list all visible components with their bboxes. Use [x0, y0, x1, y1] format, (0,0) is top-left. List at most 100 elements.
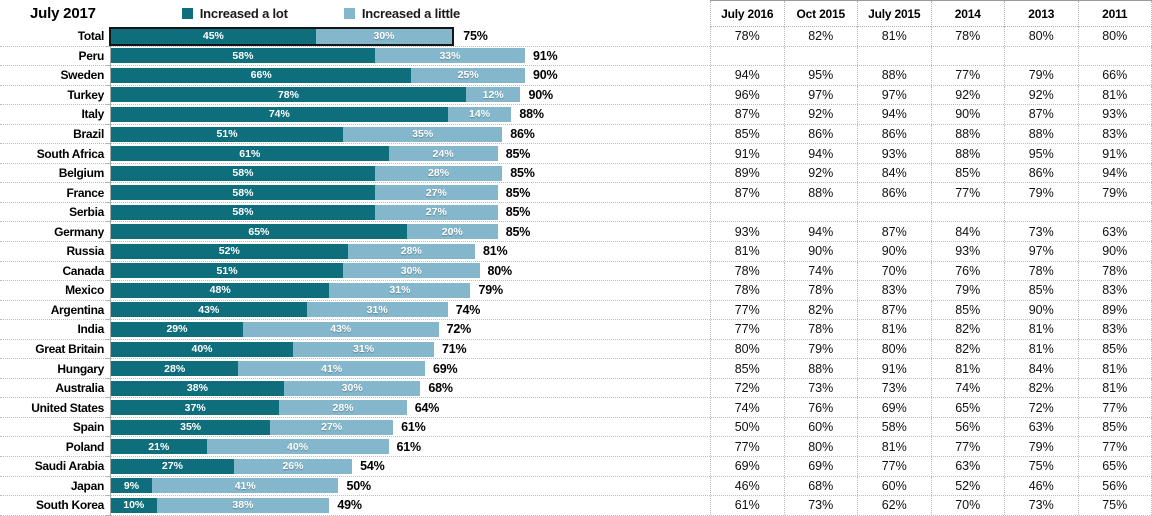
segment-value-label: 24: [433, 148, 454, 160]
bar-segment-increased-a-little: 40: [206, 439, 389, 455]
history-cell: 73%: [783, 378, 858, 398]
bar-total-label: 91%: [533, 48, 558, 63]
stacked-bar: 35 27: [111, 419, 394, 435]
bar-area: 27 26 54%: [106, 457, 710, 477]
legend-label: Increased a little: [361, 6, 461, 21]
history-cell: 94%: [857, 105, 931, 124]
bar-total-label: 75%: [463, 29, 488, 44]
bar-area: 40 31 71%: [106, 339, 710, 359]
history-cell: 82%: [930, 320, 1005, 339]
chart-header: July 2017 Increased a lot Increased a li…: [0, 0, 710, 27]
stacked-bar: 58 33: [111, 48, 526, 64]
country-label: Russia: [66, 244, 104, 259]
bar-segment-increased-a-lot: 28: [111, 361, 239, 377]
bar-area: 51 35 86%: [106, 124, 710, 144]
history-cell: 81%: [1004, 320, 1078, 339]
history-cell: 92%: [783, 105, 858, 124]
bar-area: 65 20 85%: [106, 222, 710, 242]
segment-value-label: 41: [235, 480, 256, 492]
history-cell: 61%: [710, 496, 784, 515]
bar-segment-increased-a-little: 38: [156, 497, 330, 513]
history-cell: 82%: [783, 27, 858, 46]
history-cell: 86%: [783, 124, 858, 144]
segment-value-label: 30: [342, 382, 363, 394]
segment-value-label: 30: [401, 265, 422, 277]
history-cell: 88%: [783, 183, 858, 202]
history-cell: 79%: [1004, 183, 1078, 202]
bar-area: 52 28 81%: [106, 242, 710, 262]
history-cell: [1077, 46, 1152, 66]
history-cell: 56%: [1077, 476, 1152, 496]
history-cell: 81%: [857, 437, 931, 457]
chart-row: Poland214061%77%80%81%77%79%77%: [0, 437, 1152, 458]
history-cell: 84%: [930, 222, 1005, 242]
history-cell: 81%: [857, 320, 931, 339]
history-cell: 93%: [857, 144, 931, 163]
segment-value-label: 28: [164, 363, 185, 375]
country-label: Poland: [65, 439, 105, 454]
stacked-bar: 74 14: [111, 106, 512, 122]
bar-total-label: 85%: [510, 166, 535, 181]
history-cell: 86%: [857, 124, 931, 144]
country-label: India: [77, 322, 104, 337]
bar-segment-increased-a-lot: 38: [111, 380, 284, 396]
country-label: Argentina: [50, 302, 105, 317]
bar-area: 37 28 64%: [106, 398, 710, 418]
bar-area: 10 38 49%: [106, 496, 710, 516]
country-label: Brazil: [73, 127, 104, 141]
bar-total-label: 90%: [528, 87, 553, 102]
stacked-bar: 61 24: [111, 146, 498, 162]
chart-row: France582785%87%88%86%77%79%79%: [0, 183, 1152, 203]
bar-segment-increased-a-little: 41: [238, 361, 425, 377]
chart-row: Peru 58 33 91%: [0, 46, 1152, 67]
bar-total-label: 90%: [533, 68, 558, 83]
chart-row: India294372%77%78%81%82%81%83%: [0, 320, 1152, 340]
history-cell: 87%: [1004, 105, 1078, 124]
segment-value-label: 27: [426, 187, 447, 199]
bar-segment-increased-a-little: 31: [329, 282, 471, 298]
history-cell: 78%: [930, 27, 1005, 46]
history-cell: 60%: [783, 417, 858, 437]
history-cell: 82%: [1004, 378, 1078, 398]
history-cell: 69%: [710, 457, 784, 476]
stacked-bar: 21 40: [111, 439, 389, 455]
history-cell: 63%: [930, 457, 1005, 476]
history-cell: 93%: [1077, 105, 1152, 124]
bar-segment-increased-a-lot: 45: [111, 28, 316, 44]
chart-row: Brazil513586%85%86%86%88%88%83%: [0, 124, 1152, 145]
history-cell: 90%: [857, 242, 931, 261]
column-header-2011: 2011: [1077, 1, 1152, 27]
segment-value-label: 58: [232, 187, 253, 199]
stacked-bar: 28 41: [111, 361, 425, 377]
history-cell: 65%: [1077, 457, 1152, 476]
segment-value-label: 61: [239, 148, 260, 160]
chart-row: Japan94150%46%68%60%52%46%56%: [0, 476, 1152, 497]
segment-value-label: 25: [458, 69, 479, 81]
history-cell: 88%: [1004, 124, 1078, 144]
history-cell: 91%: [1077, 144, 1152, 163]
bar-segment-increased-a-lot: 27: [111, 458, 234, 474]
bar-total-label: 71%: [442, 342, 467, 357]
history-cells: 94% 95% 88% 77% 79% 66%: [710, 66, 1152, 85]
history-cell: 85%: [930, 163, 1005, 183]
segment-value-label: 74: [269, 108, 290, 120]
history-cell: 92%: [1004, 85, 1078, 105]
bar-segment-increased-a-lot: 58: [111, 165, 375, 181]
history-cells: 81% 90% 90% 93% 97% 90%: [710, 242, 1152, 261]
history-cell: 93%: [710, 222, 784, 242]
history-cell: 58%: [857, 417, 931, 437]
history-cell: 73%: [1004, 222, 1078, 242]
country-label: Australia: [55, 381, 104, 396]
history-cell: 81%: [710, 242, 784, 261]
segment-value-label: 48: [210, 284, 231, 296]
chart-row: Russia522881%81%90%90%93%97%90%: [0, 242, 1152, 262]
segment-value-label: 38: [232, 499, 253, 511]
bar-area: 29 43 72%: [106, 320, 710, 340]
bar-area: 58 27 85%: [106, 202, 710, 223]
history-cell: 69%: [857, 398, 931, 417]
history-cell: 77%: [930, 437, 1005, 457]
segment-value-label: 31: [367, 304, 388, 316]
segment-value-label: 10: [123, 499, 144, 511]
segment-value-label: 38: [187, 382, 208, 394]
country-label: Sweden: [60, 68, 104, 83]
